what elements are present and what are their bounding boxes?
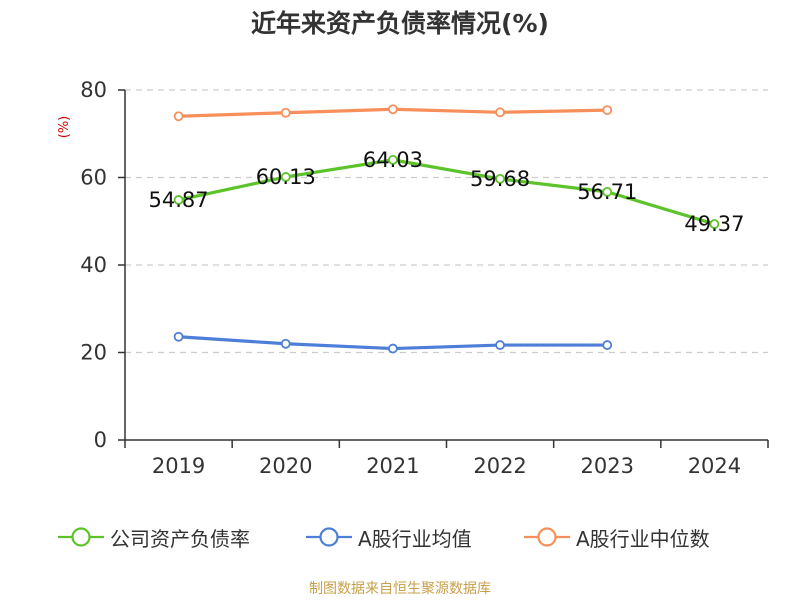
y-tick-label: 0	[94, 428, 107, 452]
legend-marker-industry-mean-icon	[306, 527, 352, 547]
legend-item-industry-mean[interactable]: A股行业均值	[306, 520, 472, 554]
x-tick-label: 2024	[688, 454, 741, 478]
legend-label-industry-mean: A股行业均值	[358, 526, 472, 551]
grid-lines	[125, 89, 768, 354]
data-labels: 54.87 60.13 64.03 59.68 56.71 49.37	[149, 148, 745, 236]
series-line-0	[178, 158, 715, 226]
y-tick-label: 80	[80, 78, 107, 102]
legend-circle	[71, 527, 91, 547]
data-point-0	[173, 195, 184, 205]
legend-circle	[319, 527, 339, 547]
legend-circle	[537, 527, 557, 547]
data-point-1	[388, 343, 398, 354]
x-tick-label: 2022	[473, 454, 526, 478]
data-point-0	[388, 154, 398, 165]
legend-label-company: 公司资产负债率	[110, 526, 250, 551]
data-label: 64.03	[363, 148, 423, 172]
x-tick-label: 2023	[581, 454, 634, 478]
legend: 公司资产负债率 A股行业均值 A股行业中位数	[0, 520, 800, 554]
y-axis-unit-label: (%)	[57, 116, 72, 139]
y-tick-label: 40	[80, 253, 107, 277]
data-point-0	[709, 219, 720, 229]
data-point-2	[495, 107, 505, 118]
legend-item-industry-median[interactable]: A股行业中位数	[524, 520, 710, 554]
x-tick-label: 2020	[259, 454, 312, 478]
data-point-1	[495, 340, 505, 350]
data-label: 60.13	[256, 165, 316, 189]
legend-marker-company-icon	[58, 527, 104, 547]
legend-item-company[interactable]: 公司资产负债率	[58, 520, 250, 554]
x-tick-label: 2019	[152, 454, 205, 478]
axes: 0 20 40 60 80 (%) 2019 2020 2021 2022 2023 2024	[57, 78, 769, 478]
data-point-2	[602, 105, 613, 116]
series-lines	[173, 104, 720, 354]
y-tick-label: 20	[80, 341, 107, 365]
legend-label-industry-median: A股行业中位数	[576, 526, 710, 551]
x-tick-label: 2021	[366, 454, 419, 478]
legend-marker-industry-median-icon	[524, 527, 570, 547]
data-label: 56.71	[577, 180, 637, 204]
data-point-1	[280, 338, 291, 349]
data-point-1	[602, 340, 613, 350]
line-chart: 0 20 40 60 80 (%) 2019 2020 2021 2022 2023 2024 54.…	[57, 78, 769, 478]
data-point-2	[173, 111, 184, 122]
data-point-0	[280, 172, 291, 182]
data-point-2	[388, 104, 398, 115]
data-point-2	[280, 107, 291, 118]
data-label: 49.37	[684, 212, 744, 236]
data-point-1	[173, 331, 184, 342]
source-note: 制图数据来自恒生聚源数据库	[309, 581, 491, 597]
data-label: 59.68	[470, 167, 530, 191]
data-label: 54.87	[149, 188, 209, 212]
data-point-0	[602, 186, 613, 197]
chart-title: 近年来资产负债率情况(%)	[251, 9, 549, 38]
data-point-0	[495, 173, 505, 184]
y-tick-label: 60	[80, 166, 107, 190]
